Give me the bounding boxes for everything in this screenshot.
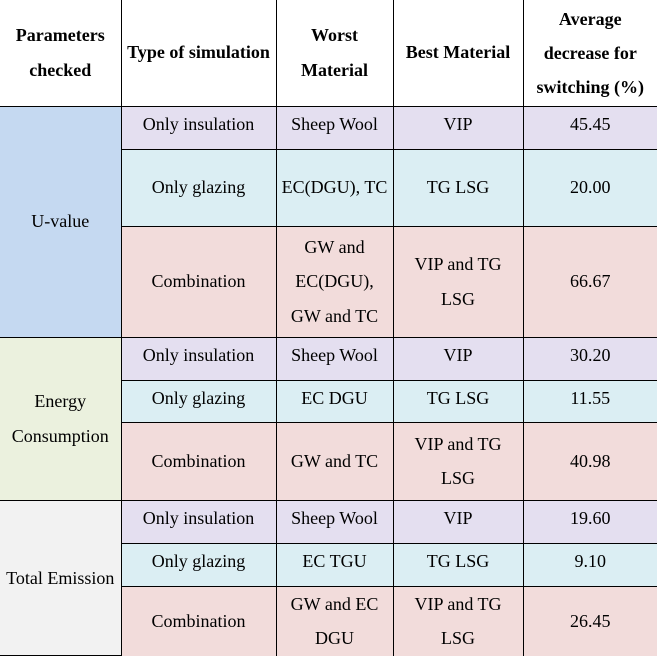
table-row: Only glazing EC(DGU), TC TG LSG 20.00 <box>0 148 657 227</box>
best-material-cell: VIP <box>392 499 524 544</box>
header-parameters: Parameters checked <box>0 0 122 107</box>
simulation-type-cell: Only glazing <box>121 379 277 423</box>
simulation-type-cell: Combination <box>121 225 277 338</box>
worst-material-cell: Sheep Wool <box>275 499 394 544</box>
table-row: Total Emission Only insulation Sheep Woo… <box>0 499 657 656</box>
best-material-cell: VIP and TG LSG <box>392 585 524 656</box>
worst-material-cell: EC DGU <box>275 379 394 423</box>
simulation-type-cell: Only insulation <box>120 499 277 544</box>
parameter-cell-u-value: U-value <box>0 105 122 338</box>
parameter-cell-energy-consumption: Energy Consumption <box>0 336 122 501</box>
worst-material-cell: EC TGU <box>275 542 394 587</box>
best-material-cell: TG LSG <box>392 379 524 423</box>
average-decrease-cell: 19.60 <box>522 499 657 544</box>
simulation-type-cell: Only glazing <box>121 542 277 587</box>
best-material-cell: TG LSG <box>392 148 524 227</box>
average-decrease-cell: 20.00 <box>522 148 657 227</box>
average-decrease-cell: 30.20 <box>522 336 657 381</box>
best-material-cell: VIP and TG LSG <box>392 421 524 501</box>
header-simulation-type: Type of simulation <box>120 0 277 107</box>
average-decrease-cell: 9.10 <box>522 542 657 587</box>
best-material-cell: VIP and TG LSG <box>392 225 524 338</box>
worst-material-cell: EC(DGU), TC <box>275 148 394 227</box>
header-average-decrease: Average decrease for switching (%) <box>522 0 657 107</box>
best-material-cell: VIP <box>392 336 524 381</box>
average-decrease-cell: 40.98 <box>522 421 657 501</box>
worst-material-cell: GW and EC(DGU), GW and TC <box>275 225 394 338</box>
header-best-material: Best Material <box>392 0 524 107</box>
table-row: U-value Only insulation Sheep Wool VIP 4… <box>0 105 657 338</box>
table-row: Energy Consumption Only insulation Sheep… <box>0 336 657 501</box>
simulation-type-cell: Combination <box>121 421 277 501</box>
simulation-type-cell: Combination <box>121 585 277 656</box>
worst-material-cell: GW and TC <box>275 421 394 501</box>
simulation-type-cell: Only insulation <box>120 105 277 150</box>
parameter-cell-total-emission: Total Emission <box>0 499 122 656</box>
worst-material-cell: Sheep Wool <box>275 105 394 150</box>
average-decrease-cell: 11.55 <box>522 379 657 423</box>
best-material-cell: TG LSG <box>392 542 524 587</box>
best-material-cell: VIP <box>392 105 524 150</box>
header-row: Parameters checked Type of simulation Wo… <box>0 0 657 107</box>
average-decrease-cell: 45.45 <box>522 105 657 150</box>
average-decrease-cell: 26.45 <box>522 585 657 656</box>
simulation-type-cell: Only insulation <box>120 336 277 381</box>
header-worst-material: Worst Material <box>275 0 394 107</box>
average-decrease-cell: 66.67 <box>522 225 657 338</box>
worst-material-cell: GW and EC DGU <box>275 585 394 656</box>
simulation-type-cell: Only glazing <box>121 148 277 227</box>
worst-material-cell: Sheep Wool <box>275 336 394 381</box>
